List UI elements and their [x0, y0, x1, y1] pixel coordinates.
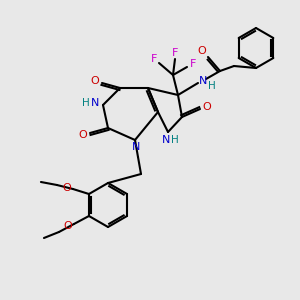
- Text: O: O: [63, 183, 71, 193]
- Text: O: O: [64, 221, 72, 231]
- Text: N: N: [132, 142, 140, 152]
- Text: N: N: [162, 135, 170, 145]
- Text: F: F: [151, 54, 157, 64]
- Text: N: N: [199, 76, 207, 86]
- Text: H: H: [208, 81, 216, 91]
- Text: N: N: [91, 98, 99, 108]
- Text: H: H: [171, 135, 179, 145]
- Text: H: H: [82, 98, 90, 108]
- Text: F: F: [172, 48, 178, 58]
- Text: O: O: [79, 130, 87, 140]
- Text: O: O: [91, 76, 99, 86]
- Text: F: F: [190, 59, 196, 69]
- Text: O: O: [202, 102, 211, 112]
- Text: O: O: [198, 46, 206, 56]
